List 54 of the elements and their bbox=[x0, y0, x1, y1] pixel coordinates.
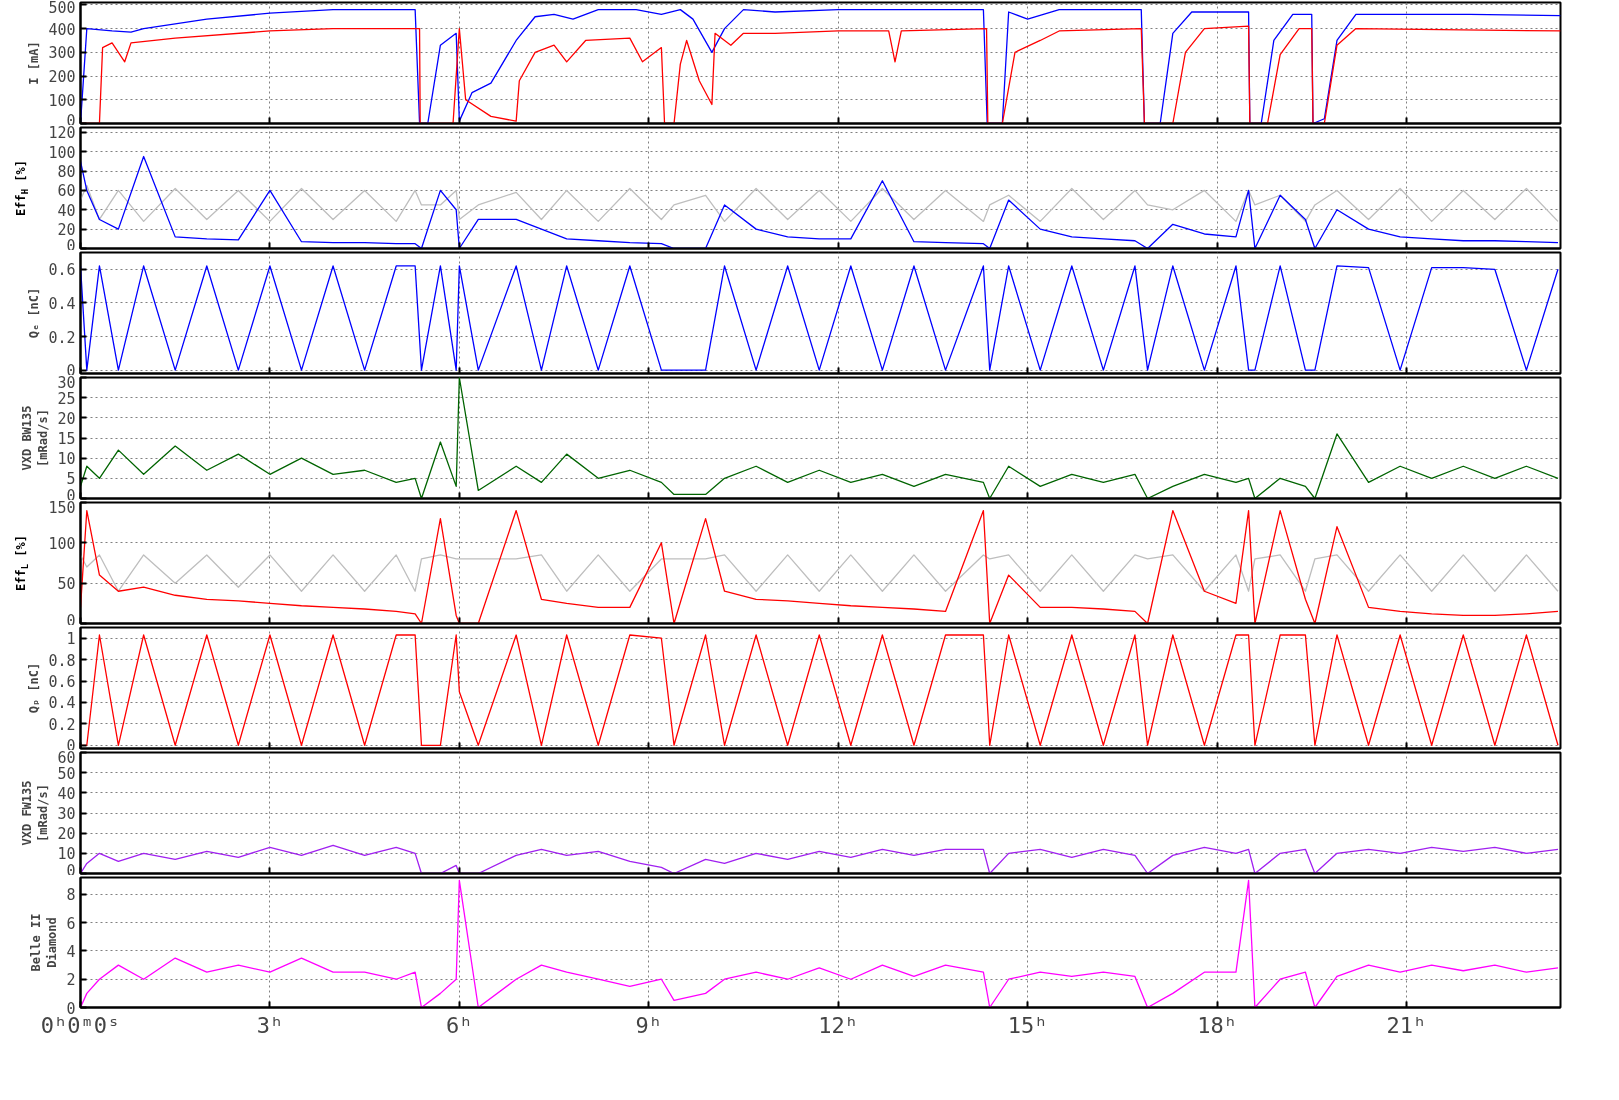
y-tick-label: 5 bbox=[66, 470, 76, 489]
y-axis-title: Qₚ [nC] bbox=[27, 662, 42, 714]
y-tick-label: 50 bbox=[57, 764, 76, 783]
y-axis-title: VXD FW135 [mRad/s] bbox=[19, 780, 51, 846]
y-tick-label: 0.2 bbox=[48, 328, 76, 347]
y-tick-label: 0.6 bbox=[48, 261, 76, 280]
x-tick-label: 21ʰ bbox=[1386, 1012, 1427, 1038]
y-tick-label: 80 bbox=[57, 163, 76, 182]
y-tick-label: 20 bbox=[57, 409, 76, 428]
line-series bbox=[80, 184, 1559, 223]
y-axis-title: I [mA] bbox=[27, 41, 42, 85]
y-tick-label: 10 bbox=[57, 845, 76, 864]
y-axis-title: Qₑ [nC] bbox=[27, 287, 42, 339]
y-tick-label: 50 bbox=[57, 575, 76, 594]
x-tick-label: 3ʰ bbox=[256, 1012, 284, 1038]
y-tick-label: 15 bbox=[57, 430, 76, 448]
y-tick-label: 0.4 bbox=[48, 694, 76, 713]
y-axis-title: VXD BW135 [mRad/s] bbox=[19, 405, 51, 471]
x-tick-label: 12ʰ bbox=[818, 1012, 859, 1038]
x-tick-label: 6ʰ bbox=[446, 1012, 473, 1038]
y-axis-title: Belle II Diamond bbox=[28, 913, 60, 972]
y-tick-label: 40 bbox=[57, 201, 76, 220]
x-tick-label: 15ʰ bbox=[1007, 1012, 1048, 1038]
y-tick-label: 40 bbox=[57, 784, 76, 803]
y-tick-label: 0 bbox=[66, 611, 76, 630]
y-tick-label: 60 bbox=[57, 182, 76, 201]
y-tick-label: 0 bbox=[66, 861, 76, 880]
y-tick-label: 500 bbox=[48, 0, 76, 17]
y-tick-label: 4 bbox=[66, 942, 76, 961]
line-series bbox=[80, 879, 1559, 1008]
y-tick-label: 0.8 bbox=[48, 651, 76, 670]
line-series bbox=[80, 265, 1559, 371]
y-tick-label: 0.6 bbox=[48, 673, 76, 692]
y-tick-label: 10 bbox=[57, 450, 76, 469]
y-tick-label: 1 bbox=[66, 630, 76, 649]
y-tick-label: 30 bbox=[57, 805, 76, 823]
y-tick-label: 100 bbox=[48, 143, 76, 162]
y-tick-label: 0.2 bbox=[48, 715, 76, 734]
x-tick-label: 9ʰ bbox=[635, 1012, 663, 1038]
y-tick-label: 100 bbox=[48, 534, 76, 553]
y-tick-label: 20 bbox=[57, 825, 76, 844]
y-tick-label: 6 bbox=[66, 914, 76, 933]
y-tick-label: 0.4 bbox=[48, 294, 76, 313]
y-axis-title: EffH [%] bbox=[13, 159, 30, 216]
y-axis-title: EffL [%] bbox=[13, 534, 30, 591]
y-tick-label: 8 bbox=[66, 886, 76, 905]
y-tick-label: 400 bbox=[48, 20, 76, 39]
y-tick-label: 100 bbox=[48, 91, 76, 110]
y-tick-label: 300 bbox=[48, 44, 76, 63]
y-tick-label: 200 bbox=[48, 68, 76, 87]
x-tick-label: 18ʰ bbox=[1197, 1012, 1237, 1038]
y-tick-label: 2 bbox=[66, 971, 76, 990]
y-tick-label: 0 bbox=[66, 999, 76, 1018]
y-tick-label: 25 bbox=[57, 389, 76, 408]
